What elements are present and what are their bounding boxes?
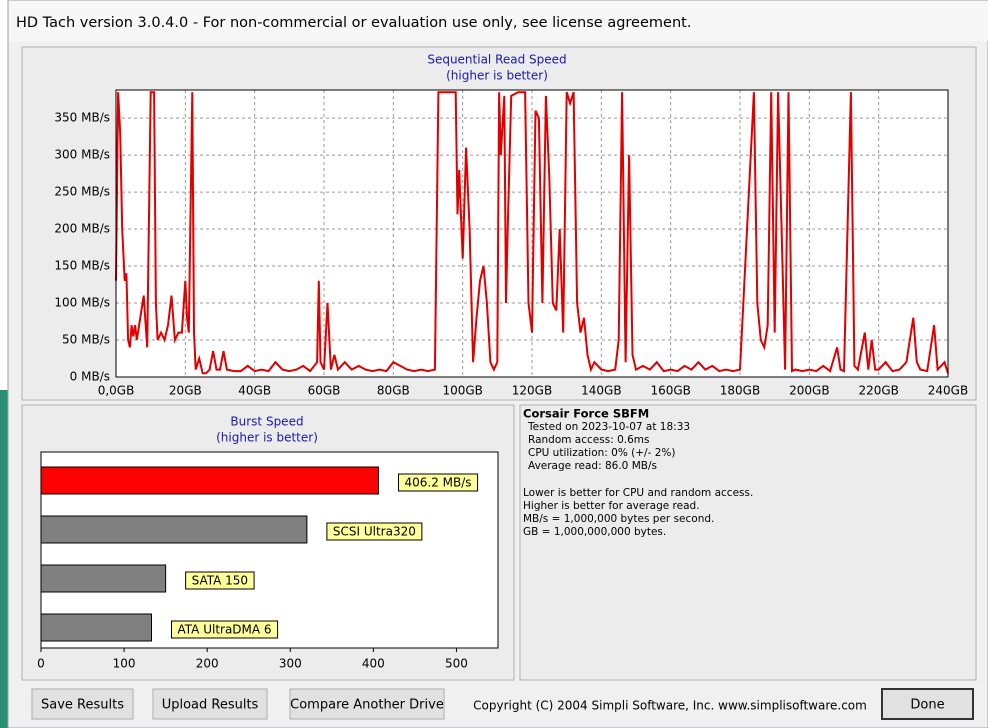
info-panel: Corsair Force SBFM Tested on 2023-10-07 …	[523, 407, 753, 539]
x-tick-label: 400	[362, 657, 385, 671]
button[interactable]	[31, 688, 134, 720]
info-note: GB = 1,000,000,000 bytes.	[523, 526, 666, 538]
info-note: Higher is better for average read.	[523, 500, 700, 512]
button-label[interactable]: Done	[910, 698, 944, 713]
y-tick-label: 200 MB/s	[54, 222, 110, 236]
chart-title: Burst Speed	[230, 415, 303, 429]
x-tick-label: 20GB	[169, 384, 202, 398]
y-tick-label: 150 MB/s	[54, 259, 110, 273]
label-box	[171, 620, 279, 639]
x-tick-label: 200	[196, 657, 219, 671]
x-tick-label: 240GB	[928, 384, 968, 398]
x-tick-label: 80GB	[377, 384, 410, 398]
x-tick-label: 180GB	[720, 384, 760, 398]
x-tick-label: 140GB	[581, 384, 621, 398]
y-tick-label: 0 MB/s	[70, 370, 110, 384]
x-tick-label: 0,0GB	[98, 384, 135, 398]
x-tick-label: 160GB	[650, 384, 690, 398]
button[interactable]	[289, 688, 445, 720]
title-bar	[9, 1, 988, 41]
x-tick-label: 100	[113, 657, 136, 671]
x-tick-label: 0	[37, 657, 45, 671]
bar	[40, 564, 167, 593]
button-label[interactable]: Compare Another Drive	[290, 698, 444, 713]
info-detail: Average read: 86.0 MB/s	[528, 460, 657, 472]
x-tick-label: 220GB	[858, 384, 898, 398]
info-detail: Tested on 2023-10-07 at 18:33	[527, 421, 690, 433]
x-tick-label: 300	[279, 657, 302, 671]
x-tick-label: 200GB	[789, 384, 829, 398]
bar	[40, 613, 153, 642]
button[interactable]	[881, 688, 974, 720]
button-label[interactable]: Save Results	[41, 698, 124, 713]
y-tick-label: 300 MB/s	[54, 148, 110, 162]
panel	[519, 404, 977, 681]
x-tick-label: 120GB	[512, 384, 552, 398]
bar-label: ATA UltraDMA 6	[178, 623, 272, 637]
bar-label: SATA 150	[192, 574, 248, 588]
chart-subtitle: (higher is better)	[216, 431, 318, 445]
bar	[40, 466, 380, 495]
chart-title: Sequential Read Speed	[427, 53, 566, 67]
desktop	[0, 390, 10, 728]
y-tick-label: 250 MB/s	[54, 185, 110, 199]
drive-name: Corsair Force SBFM	[523, 407, 649, 421]
chart-subtitle: (higher is better)	[446, 69, 548, 83]
window-title: HD Tach version 3.0.4.0 - For non-commer…	[16, 15, 691, 31]
plot-border	[115, 89, 949, 378]
copyright: Copyright (C) 2004 Simpli Software, Inc.…	[473, 699, 867, 713]
button-label[interactable]: Upload Results	[162, 698, 259, 713]
x-tick-label: 40GB	[238, 384, 271, 398]
bar-label: 406.2 MB/s	[405, 476, 472, 490]
x-tick-label: 100GB	[442, 384, 482, 398]
label-box	[398, 473, 479, 492]
y-tick-label: 100 MB/s	[54, 296, 110, 310]
y-tick-label: 50 MB/s	[62, 333, 110, 347]
label-box	[185, 571, 255, 590]
info-note: MB/s = 1,000,000 bytes per second.	[523, 513, 714, 525]
read-speed-line	[115, 91, 949, 375]
x-tick-label: 60GB	[308, 384, 341, 398]
info-detail: Random access: 0.6ms	[528, 434, 649, 446]
info-note: Lower is better for CPU and random acces…	[523, 487, 753, 499]
y-tick-label: 350 MB/s	[54, 111, 110, 125]
label-box	[326, 522, 423, 541]
bar-label: SCSI Ultra320	[333, 525, 416, 539]
bar	[40, 515, 308, 544]
button[interactable]	[152, 688, 268, 720]
x-tick-label: 500	[445, 657, 468, 671]
info-detail: CPU utilization: 0% (+/- 2%)	[528, 447, 675, 459]
